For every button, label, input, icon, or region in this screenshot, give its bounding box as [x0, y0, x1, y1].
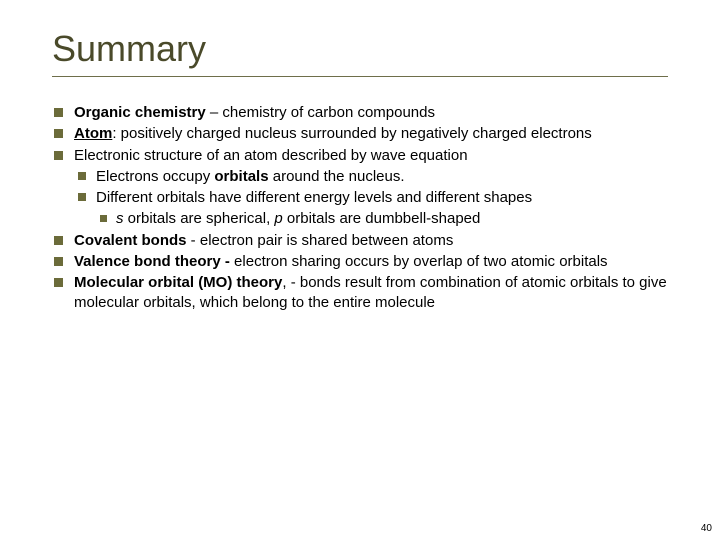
- bold-text: orbitals: [214, 168, 268, 185]
- list-item: Molecular orbital (MO) theory, - bonds r…: [52, 273, 668, 314]
- page-number: 40: [701, 523, 712, 534]
- list-item: Organic chemistry – chemistry of carbon …: [52, 103, 668, 123]
- text: Different orbitals have different energy…: [96, 189, 532, 206]
- list-item: s orbitals are spherical, p orbitals are…: [52, 209, 668, 229]
- list-item: Electrons occupy orbitals around the nuc…: [52, 167, 668, 187]
- text: electron sharing occurs by overlap of tw…: [234, 253, 608, 270]
- text: around the nucleus.: [269, 168, 405, 185]
- bold-text: Covalent bonds: [74, 232, 187, 249]
- slide-title: Summary: [52, 28, 668, 70]
- bold-text: Molecular orbital (MO) theory: [74, 274, 282, 291]
- list-item: Electronic structure of an atom describe…: [52, 146, 668, 166]
- list-item: Different orbitals have different energy…: [52, 188, 668, 208]
- text: Electronic structure of an atom describe…: [74, 147, 468, 164]
- text: orbitals are dumbbell-shaped: [283, 210, 481, 227]
- slide-container: Summary Organic chemistry – chemistry of…: [0, 0, 720, 314]
- text: – chemistry of carbon compounds: [206, 104, 435, 121]
- list-item: Valence bond theory - electron sharing o…: [52, 252, 668, 272]
- text: - electron pair is shared between atoms: [187, 232, 454, 249]
- italic-text: p: [274, 210, 282, 227]
- list-item: Covalent bonds - electron pair is shared…: [52, 231, 668, 251]
- text: : positively charged nucleus surrounded …: [112, 125, 591, 142]
- text: Electrons occupy: [96, 168, 214, 185]
- content-area: Organic chemistry – chemistry of carbon …: [52, 103, 668, 314]
- title-divider: [52, 76, 668, 77]
- text: orbitals are spherical,: [124, 210, 275, 227]
- bullet-list: Organic chemistry – chemistry of carbon …: [52, 103, 668, 314]
- bold-underline-text: Atom: [74, 125, 112, 142]
- italic-text: s: [116, 210, 124, 227]
- bold-text: Valence bond theory -: [74, 253, 234, 270]
- bold-text: Organic chemistry: [74, 104, 206, 121]
- list-item: Atom: positively charged nucleus surroun…: [52, 124, 668, 144]
